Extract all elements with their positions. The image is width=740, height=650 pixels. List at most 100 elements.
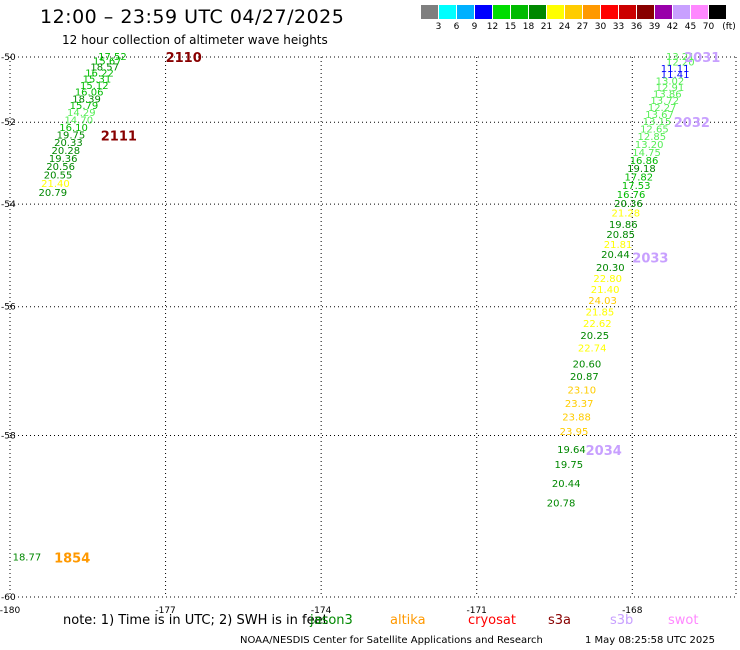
footer-note: note: 1) Time is in UTC; 2) SWH is in fe… xyxy=(63,613,328,628)
wave-height-label: 23.88 xyxy=(562,413,591,424)
generated-timestamp: 1 May 08:25:58 UTC 2025 xyxy=(585,635,715,646)
wave-height-label: 14.29 xyxy=(67,108,96,119)
legend-swatch-label: 24 xyxy=(558,22,571,32)
wave-height-label: 23.37 xyxy=(565,399,594,410)
legend-swatch xyxy=(565,5,582,19)
legend-swatch xyxy=(619,5,636,19)
wave-height-label: 13.67 xyxy=(645,110,674,121)
legend-swatch xyxy=(529,5,546,19)
legend-swatch xyxy=(475,5,492,19)
wave-height-label: 20.78 xyxy=(547,499,576,510)
legend-swatch-label: 18 xyxy=(522,22,535,32)
wave-height-label: 22.80 xyxy=(593,274,622,285)
lon-tick-label: -180 xyxy=(0,606,20,616)
wave-height-label: 15.79 xyxy=(70,101,99,112)
satellite-legend-item: jason3 xyxy=(310,613,353,628)
wave-height-label: 16.86 xyxy=(630,156,659,167)
wave-height-label: 20.30 xyxy=(596,263,625,274)
wave-height-label: 20.55 xyxy=(44,170,73,181)
wave-height-label: 19.75 xyxy=(57,130,86,141)
wave-height-label: 22.62 xyxy=(583,319,612,330)
legend-swatch xyxy=(583,5,600,19)
wave-height-label: 12.65 xyxy=(640,125,669,136)
legend-swatch-label: 12 xyxy=(486,22,499,32)
wave-height-label: 21.40 xyxy=(41,179,70,190)
wave-height-label: 17.52 xyxy=(98,52,127,63)
pass-time-label: 1854 xyxy=(54,551,90,566)
legend-swatch xyxy=(457,5,474,19)
lon-tick-label: -168 xyxy=(622,606,643,616)
legend-swatch-label: 42 xyxy=(666,22,679,32)
legend-swatch-label: 36 xyxy=(630,22,643,32)
wave-height-label: 23.95 xyxy=(560,427,589,438)
legend-swatch-label: 45 xyxy=(684,22,697,32)
pass-time-label: 2033 xyxy=(632,252,668,267)
wave-height-label: 21.85 xyxy=(586,307,615,318)
wave-height-label: 15.31 xyxy=(83,75,112,86)
lat-tick-label: -56 xyxy=(1,303,16,313)
satellite-legend-item: altika xyxy=(390,613,426,628)
wave-height-label: 19.36 xyxy=(49,154,78,165)
legend-swatch-label: 21 xyxy=(540,22,553,32)
wave-height-label: 23.10 xyxy=(567,385,596,396)
wave-height-label: 20.28 xyxy=(51,146,80,157)
wave-height-label: 18.39 xyxy=(72,94,101,105)
wave-height-label: 20.56 xyxy=(46,162,75,173)
wave-height-label: 19.18 xyxy=(627,164,656,175)
lon-tick-label: -174 xyxy=(311,606,332,616)
pass-time-label: 2034 xyxy=(586,444,622,459)
legend-swatch xyxy=(511,5,528,19)
wave-height-label: 11.11 xyxy=(661,64,690,75)
wave-height-label: 21.40 xyxy=(591,285,620,296)
wave-height-label: 20.33 xyxy=(54,138,83,149)
lat-tick-label: -50 xyxy=(1,53,16,63)
wave-height-label: 22.74 xyxy=(578,344,607,355)
legend-swatch-label: 15 xyxy=(504,22,517,32)
legend-swatch-label: 30 xyxy=(594,22,607,32)
wave-height-label: 13.21 xyxy=(666,52,695,63)
map-grid xyxy=(9,56,737,598)
wave-height-label: 18.77 xyxy=(13,552,42,563)
map-data-labels: 17.5215.6718.5716.2215.3115.1216.0618.39… xyxy=(13,51,721,566)
legend-swatch-label: 9 xyxy=(471,22,478,32)
wave-height-label: 20.87 xyxy=(570,372,599,383)
wave-height-label: 15.12 xyxy=(80,81,109,92)
lon-tick-label: -171 xyxy=(466,606,486,616)
legend-swatch xyxy=(547,5,564,19)
legend-swatch xyxy=(439,5,456,19)
legend-swatch-label: 39 xyxy=(648,22,661,32)
wave-height-label: 13.02 xyxy=(656,76,685,87)
wave-height-label: 12.91 xyxy=(656,83,685,94)
wave-height-label: 20.36 xyxy=(614,199,643,210)
credit-line: NOAA/NESDIS Center for Satellite Applica… xyxy=(240,635,543,646)
wave-height-label: 17.82 xyxy=(625,173,654,184)
map-axis-ticks: -180-177-174-171-168-16-50-52-54-56-58-6… xyxy=(0,53,643,616)
wave-height-label: 16.76 xyxy=(617,190,646,201)
page-subtitle: 12 hour collection of altimeter wave hei… xyxy=(62,33,328,47)
legend-swatch-label: 70 xyxy=(702,22,715,32)
wave-height-label: 16.22 xyxy=(85,68,114,79)
wave-height-label: 13.20 xyxy=(635,140,664,151)
satellite-legend-item: s3b xyxy=(610,613,634,628)
wave-height-label: 12.85 xyxy=(637,132,666,143)
lon-tick-label: -177 xyxy=(155,606,175,616)
wave-height-label: 13.86 xyxy=(653,89,682,100)
satellite-legend-item: s3a xyxy=(548,613,572,628)
wave-height-label: 13.72 xyxy=(650,96,679,107)
lat-tick-label: -52 xyxy=(1,118,16,128)
lat-tick-label: -60 xyxy=(1,593,16,603)
legend-swatch xyxy=(601,5,618,19)
legend-swatch xyxy=(493,5,510,19)
lat-tick-label: -58 xyxy=(1,431,16,441)
wave-height-label: 21.81 xyxy=(604,240,633,251)
legend-swatch-label: 3 xyxy=(435,22,442,32)
wave-height-label: 15.67 xyxy=(93,56,122,67)
satellite-legend-item: cryosat xyxy=(468,613,516,628)
wave-height-label: 16.06 xyxy=(75,88,104,99)
wave-height-label: 14.75 xyxy=(632,148,661,159)
wave-height-label: 11.41 xyxy=(661,70,690,81)
wave-height-label: 13.15 xyxy=(643,117,672,128)
wave-height-label: 12.27 xyxy=(648,103,677,114)
lat-tick-label: -54 xyxy=(1,200,16,210)
